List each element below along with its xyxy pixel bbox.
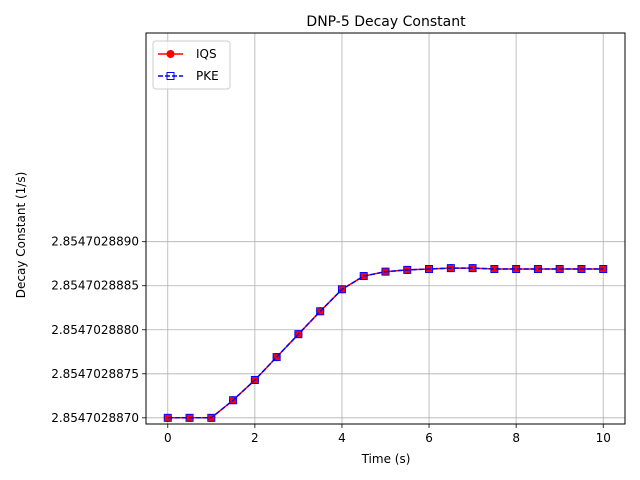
data-point-pke <box>468 264 477 273</box>
x-tick-label: 0 <box>164 431 172 445</box>
x-tick-label: 4 <box>338 431 346 445</box>
data-point-pke <box>294 330 303 339</box>
data-point-pke <box>446 264 455 273</box>
y-tick-label: 2.8547028870 <box>51 411 139 425</box>
data-point-pke <box>163 413 172 422</box>
data-point-iqs <box>163 413 172 422</box>
data-point-pke <box>250 375 259 384</box>
legend-iqs-label: IQS <box>196 47 217 61</box>
x-tick-label: 8 <box>512 431 520 445</box>
series-line-pke <box>167 267 604 419</box>
legend-pke-marker <box>166 72 175 80</box>
x-axis-ticks: 0 2 4 6 8 10 <box>164 424 611 445</box>
y-tick-label: 2.8547028875 <box>51 367 139 381</box>
y-tick-label: 2.8547028880 <box>51 323 139 337</box>
data-point-pke <box>207 413 216 422</box>
data-point-pke <box>490 265 499 274</box>
data-point-iqs <box>512 265 521 274</box>
y-tick-label: 2.8547028890 <box>51 235 139 249</box>
data-point-pke <box>599 265 608 274</box>
y-axis-ticks: 2.8547028870 2.8547028875 2.8547028880 2.85… <box>51 235 146 425</box>
x-tick-label: 10 <box>596 431 611 445</box>
legend-pke-label: PKE <box>196 69 219 83</box>
data-point-pke <box>337 285 346 294</box>
y-axis-label: Decay Constant (1/s) <box>14 172 28 299</box>
data-point-iqs <box>490 265 499 274</box>
chart-title: DNP-5 Decay Constant <box>306 14 466 30</box>
legend: IQS PKE <box>152 40 231 90</box>
grid-lines <box>146 33 625 424</box>
data-point-pke <box>512 265 521 274</box>
x-axis-label: Time (s) <box>361 452 411 466</box>
data-point-pke <box>425 265 434 274</box>
data-point-pke <box>316 307 325 316</box>
data-point-pke <box>359 272 368 281</box>
data-point-pke <box>229 396 238 405</box>
x-tick-label: 2 <box>251 431 259 445</box>
legend-iqs-marker <box>166 50 175 58</box>
series-layer <box>163 264 608 422</box>
x-tick-label: 6 <box>425 431 433 445</box>
plot-frame <box>145 32 626 425</box>
y-tick-label: 2.8547028885 <box>51 279 139 293</box>
data-point-pke <box>555 265 564 274</box>
data-point-iqs <box>599 265 608 274</box>
data-point-pke <box>272 353 281 362</box>
data-point-pke <box>185 413 194 422</box>
data-point-pke <box>403 265 412 274</box>
data-point-pke <box>381 267 390 276</box>
data-point-pke <box>533 265 542 274</box>
data-point-pke <box>577 265 586 274</box>
